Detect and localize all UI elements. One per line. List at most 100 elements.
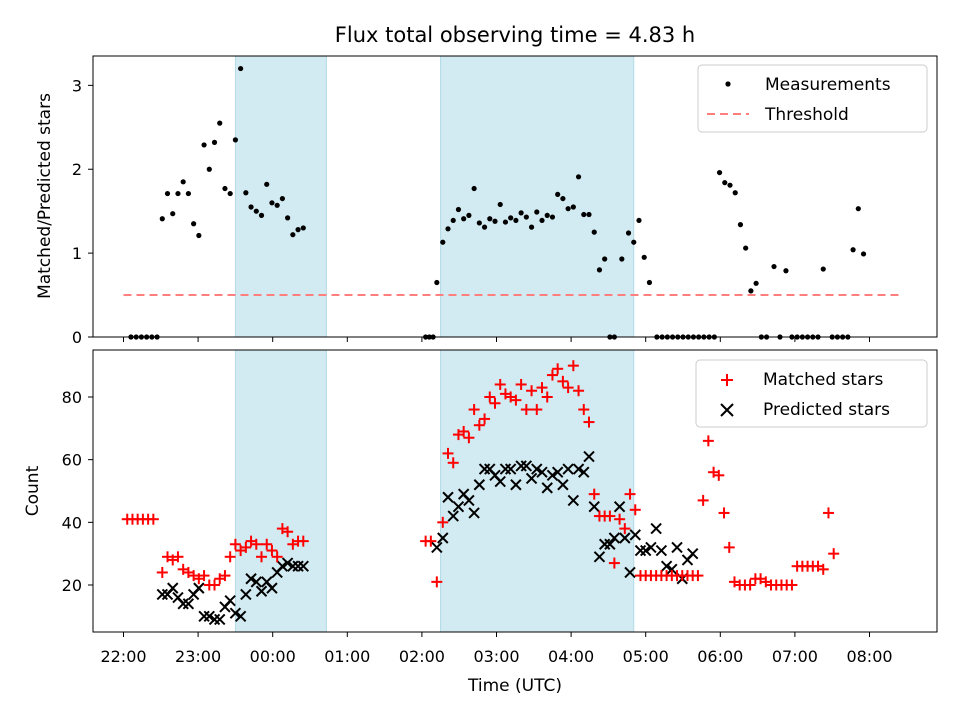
- matched-star-point: [557, 375, 569, 387]
- y-tick-label: 80: [62, 388, 82, 407]
- top-legend: Measurements Threshold: [697, 64, 928, 133]
- predicted-star-point: [447, 510, 459, 522]
- y-tick-label: 40: [62, 513, 82, 532]
- matched-star-point: [209, 579, 221, 591]
- predicted-star-point: [562, 463, 574, 475]
- measurement-point: [279, 195, 285, 202]
- matched-star-point: [156, 566, 168, 578]
- measurement-point: [619, 256, 625, 262]
- y-tick-label: 2: [72, 160, 82, 179]
- predicted-star-point: [452, 500, 465, 513]
- x-tick-label: 04:00: [548, 647, 594, 666]
- matched-star-point: [526, 385, 538, 397]
- predicted-star-point: [583, 450, 595, 463]
- measurement-point: [602, 256, 608, 262]
- bottom-plot-frame: [92, 349, 938, 633]
- measurement-point: [269, 200, 275, 206]
- bottom-panel: 20 40 60 80 22:00 23:00 00:00 01:00 02:00 03:00 0…: [23, 349, 938, 696]
- predicted-star-point: [578, 466, 590, 478]
- measurement-point: [222, 185, 228, 192]
- predicted-star-point: [634, 544, 647, 557]
- measurement-point: [300, 225, 306, 231]
- matched-star-point: [198, 570, 210, 582]
- predicted-star-point: [536, 466, 548, 478]
- matched-star-point: [463, 432, 475, 444]
- predicted-star-point: [546, 469, 559, 482]
- measurement-point: [596, 267, 603, 273]
- x-axis-label: Time (UTC): [467, 676, 562, 696]
- measurement-point: [625, 230, 632, 236]
- predicted-star-point: [437, 532, 449, 544]
- matched-star-point: [224, 551, 236, 563]
- measurement-point: [855, 206, 861, 212]
- predicted-star-point: [266, 582, 278, 594]
- predicted-star-point: [520, 460, 533, 472]
- measurement-point: [771, 263, 777, 270]
- x-tick-label: 03:00: [473, 647, 519, 666]
- matched-star-point: [541, 391, 553, 403]
- matched-star-point: [536, 382, 548, 394]
- matched-star-point: [531, 404, 543, 416]
- measurement-point: [211, 139, 218, 145]
- predicted-star-point: [208, 613, 221, 626]
- measurement-point: [783, 268, 789, 274]
- predicted-star-point: [442, 491, 454, 503]
- matched-star-point: [484, 391, 496, 403]
- measurement-point: [737, 222, 744, 228]
- measurement-point: [180, 179, 186, 185]
- x-tick-label: 07:00: [772, 647, 818, 666]
- predicted-star-point: [608, 532, 621, 544]
- y-tick-label: 1: [72, 244, 82, 263]
- measurement-point: [820, 266, 826, 272]
- matched-star-point: [479, 413, 491, 425]
- matched-star-point: [546, 369, 558, 381]
- matched-star-point: [489, 397, 501, 409]
- measurement-point: [523, 214, 529, 220]
- matched-star-point: [552, 363, 564, 375]
- predicted-star-point: [557, 479, 569, 491]
- predicted-star-point: [494, 475, 506, 488]
- measurement-point: [196, 232, 202, 239]
- matched-star-point: [282, 526, 294, 538]
- matched-star-point: [256, 551, 268, 563]
- predicted-star-point: [650, 522, 662, 535]
- measurement-point: [440, 239, 446, 245]
- predicted-star-point: [297, 560, 309, 572]
- bottom-legend-box: [695, 359, 928, 428]
- measurement-point: [646, 279, 653, 286]
- matched-star-point: [562, 382, 574, 394]
- predicted-star-point: [645, 541, 657, 554]
- predicted-star-point: [255, 585, 268, 597]
- measurement-point: [497, 201, 503, 208]
- matched-star-point: [468, 404, 480, 416]
- measurement-point: [191, 221, 197, 227]
- matched-star-point: [437, 516, 449, 528]
- matched-star-point: [744, 579, 756, 591]
- matched-star-point: [604, 510, 616, 522]
- measurement-point: [631, 239, 637, 245]
- predicted-star-point: [292, 560, 304, 572]
- matched-star-point: [718, 507, 730, 519]
- measurement-point: [253, 208, 259, 214]
- measurement-point: [185, 190, 192, 197]
- measurement-point: [217, 120, 223, 126]
- predicted-star-point: [499, 463, 512, 475]
- x-tick-label: 05:00: [623, 647, 669, 666]
- measurement-point: [471, 185, 477, 192]
- measurement-point: [748, 288, 754, 294]
- predicted-star-point: [551, 466, 564, 478]
- x-tick-label: 23:00: [175, 647, 221, 666]
- measurement-point: [534, 209, 540, 215]
- measurements-legend-label: Measurements: [765, 75, 891, 95]
- predicted-star-point: [177, 598, 189, 610]
- predicted-star-point: [468, 507, 480, 519]
- matched-star-point: [250, 538, 262, 550]
- matched-star-point: [692, 570, 704, 582]
- measurement-point: [487, 216, 493, 222]
- measurement-point: [238, 65, 244, 72]
- measurement-point: [641, 254, 647, 260]
- top-x-tick-marks: [123, 337, 870, 342]
- measurement-point: [243, 190, 249, 196]
- matched-star-point: [583, 416, 595, 428]
- measurement-point: [539, 217, 545, 224]
